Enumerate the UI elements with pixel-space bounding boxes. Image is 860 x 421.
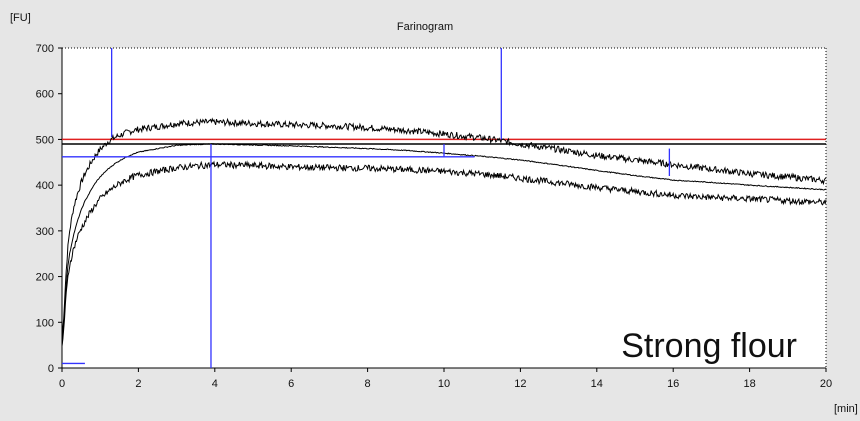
plot-background: [62, 48, 826, 368]
x-tick-label: 12: [514, 378, 526, 390]
y-tick-label: 600: [36, 89, 54, 101]
y-unit-label: [FU]: [10, 12, 31, 24]
x-tick-label: 18: [743, 378, 755, 390]
x-tick-label: 16: [667, 378, 679, 390]
x-tick-label: 4: [212, 378, 218, 390]
annotation-label: Strong flour: [621, 327, 797, 365]
plot-area: 0 100 200 300 400 500 600 700 0 2 4 6 8 10 12 14 16 18 20: [36, 43, 832, 390]
chart-title: Farinogram: [397, 21, 453, 33]
y-tick-label: 500: [36, 134, 54, 146]
x-unit-label: [min]: [834, 403, 858, 415]
x-tick-label: 0: [59, 378, 65, 390]
x-tick-label: 2: [135, 378, 141, 390]
x-tick-label: 20: [820, 378, 832, 390]
x-tick-label: 10: [438, 378, 450, 390]
y-tick-label: 0: [48, 363, 54, 375]
curve-line: [61, 160, 827, 347]
x-tick-label: 8: [365, 378, 371, 390]
x-tick-label: 14: [591, 378, 603, 390]
y-tick-label: 700: [36, 43, 54, 55]
y-tick-label: 400: [36, 180, 54, 192]
x-tick-label: 6: [288, 378, 294, 390]
y-tick-label: 100: [36, 317, 54, 329]
y-tick-label: 200: [36, 272, 54, 284]
curve-line: [61, 117, 827, 341]
y-tick-label: 300: [36, 226, 54, 238]
